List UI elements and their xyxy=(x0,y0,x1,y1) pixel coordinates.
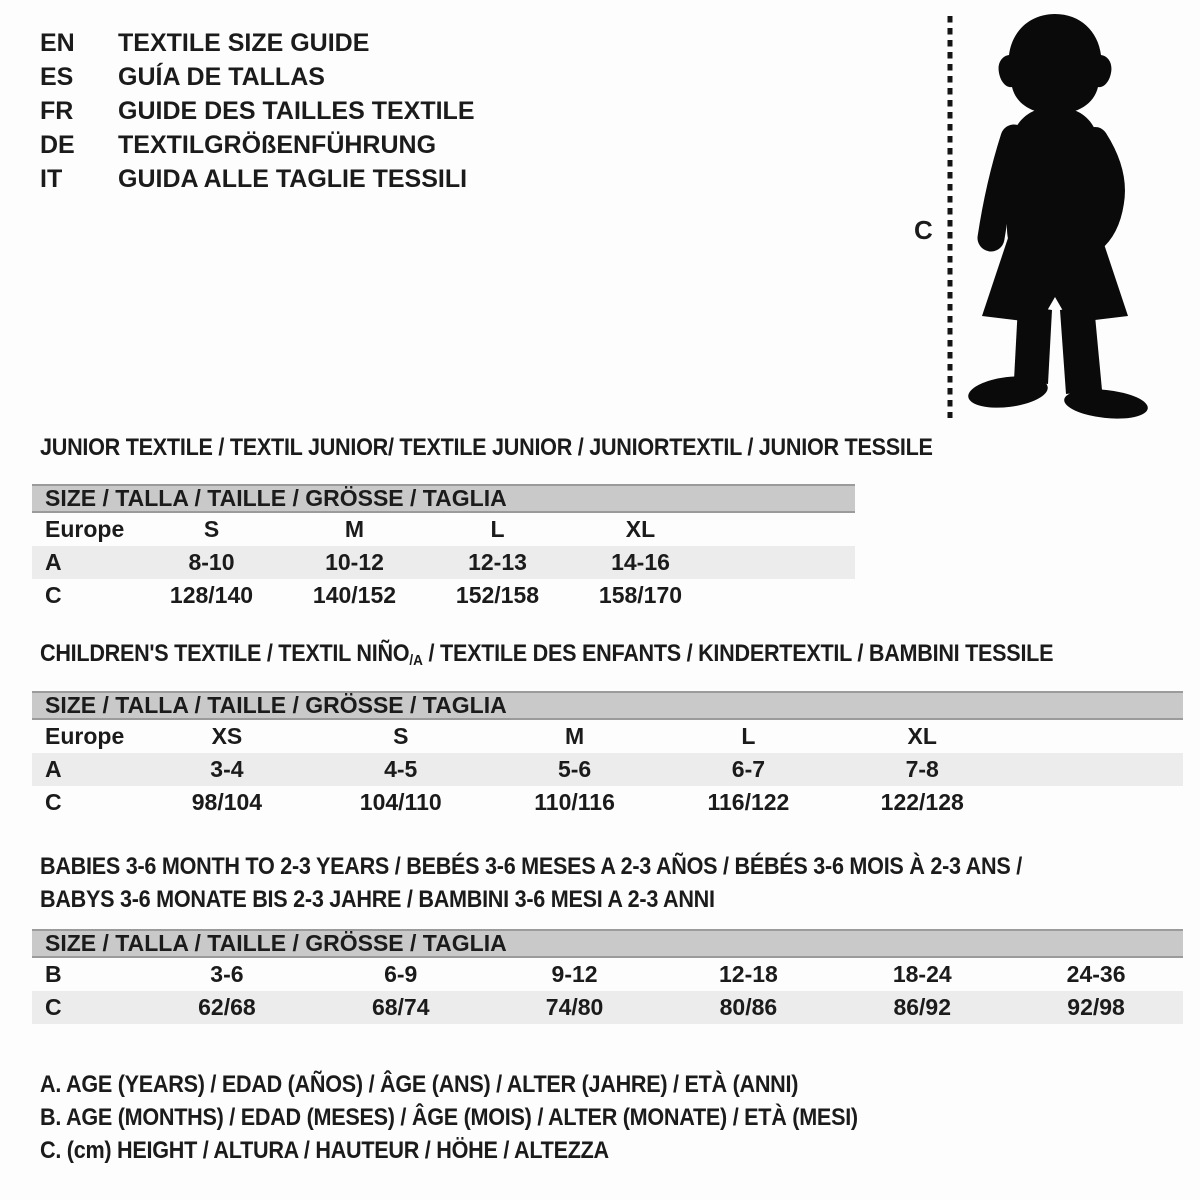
babies-row-height: C 62/68 68/74 74/80 80/86 86/92 92/98 xyxy=(32,991,1183,1024)
junior-height-l: 152/158 xyxy=(455,582,540,608)
legend-line-c: C. (cm) HEIGHT / ALTURA / HAUTEUR / HÖHE… xyxy=(40,1137,609,1164)
children-row-height-label: C xyxy=(45,789,62,815)
babies-row-height-label: C xyxy=(45,994,62,1020)
height-figure: C xyxy=(0,0,1200,430)
section-title-babies: BABIES 3-6 MONTH TO 2-3 YEARS / BEBÉS 3-… xyxy=(40,850,1131,916)
children-row-height: C 98/104 104/110 110/116 116/122 122/128 xyxy=(32,786,1183,819)
children-age-l: 6-7 xyxy=(731,756,766,782)
babies-size-header-text: SIZE / TALLA / TAILLE / GRÖSSE / TAGLIA xyxy=(45,930,507,956)
children-row-age-label: A xyxy=(45,756,62,782)
junior-size-table: SIZE / TALLA / TAILLE / GRÖSSE / TAGLIA … xyxy=(32,484,855,612)
section-title-children: CHILDREN'S TEXTILE / TEXTIL NIÑO/A / TEX… xyxy=(40,640,1166,669)
children-height-s: 104/110 xyxy=(359,789,442,815)
guide-title-de: TEXTILGRÖßENFÜHRUNG xyxy=(118,130,437,159)
children-height-l: 116/122 xyxy=(707,789,790,815)
junior-row-age-label: A xyxy=(45,549,62,575)
children-height-xl: 122/128 xyxy=(880,789,964,815)
guide-title-en: TEXTILE SIZE GUIDE xyxy=(118,28,370,57)
children-age-m: 5-6 xyxy=(557,756,592,782)
language-code-fr: FR xyxy=(40,96,74,125)
language-code-it: IT xyxy=(40,164,63,193)
junior-col-s: S xyxy=(203,516,220,542)
legend-line-b: B. AGE (MONTHS) / EDAD (MESES) / ÂGE (MO… xyxy=(40,1104,858,1131)
babies-months-3: 9-12 xyxy=(551,961,598,987)
junior-row-height-label: C xyxy=(45,582,62,608)
language-row-fr: FR GUIDE DES TAILLES TEXTILE xyxy=(40,94,475,128)
language-row-de: DE TEXTILGRÖßENFÜHRUNG xyxy=(40,128,475,162)
junior-col-m: M xyxy=(344,516,365,542)
toddler-silhouette-icon xyxy=(968,14,1148,419)
language-row-es: ES GUÍA DE TALLAS xyxy=(40,60,475,94)
babies-months-4: 12-18 xyxy=(718,961,778,987)
language-row-it: IT GUIDA ALLE TAGLIE TESSILI xyxy=(40,162,475,196)
babies-title-line2: BABYS 3-6 MONATE BIS 2-3 JAHRE / BAMBINI… xyxy=(40,886,715,913)
height-measure-label: C xyxy=(914,215,933,245)
section-title-children-text: CHILDREN'S TEXTILE / TEXTIL NIÑO/A / TEX… xyxy=(40,640,1054,669)
babies-height-3: 74/80 xyxy=(545,994,604,1020)
junior-column-header-row: Europe S M L XL xyxy=(32,513,855,546)
children-col-m: M xyxy=(564,723,585,749)
babies-months-1: 3-6 xyxy=(210,961,244,987)
junior-row-height: C 128/140 140/152 152/158 158/170 xyxy=(32,579,855,612)
babies-height-4: 80/86 xyxy=(719,994,778,1020)
children-title-tail: / TEXTILE DES ENFANTS / KINDERTEXTIL / B… xyxy=(422,640,1054,667)
junior-height-m: 140/152 xyxy=(312,582,397,608)
junior-age-xl: 14-16 xyxy=(611,549,670,575)
children-title-main: CHILDREN'S TEXTILE / TEXTIL NIÑO xyxy=(40,640,410,667)
guide-title-fr: GUIDE DES TAILLES TEXTILE xyxy=(118,96,475,125)
children-col-s: S xyxy=(393,723,409,749)
babies-height-2: 68/74 xyxy=(371,994,430,1020)
babies-height-1: 62/68 xyxy=(198,994,256,1020)
legend-line-a: A. AGE (YEARS) / EDAD (AÑOS) / ÂGE (ANS)… xyxy=(40,1071,799,1098)
babies-height-6: 92/98 xyxy=(1067,994,1125,1020)
junior-size-header-text: SIZE / TALLA / TAILLE / GRÖSSE / TAGLIA xyxy=(45,485,507,511)
junior-height-s: 128/140 xyxy=(169,582,254,608)
children-col-l: L xyxy=(741,723,756,749)
children-height-xs: 98/104 xyxy=(191,789,263,815)
language-code-de: DE xyxy=(40,130,75,159)
section-title-junior-text: JUNIOR TEXTILE / TEXTIL JUNIOR/ TEXTILE … xyxy=(40,434,933,461)
children-size-header-text: SIZE / TALLA / TAILLE / GRÖSSE / TAGLIA xyxy=(45,692,507,718)
children-col-xl: XL xyxy=(907,723,937,749)
guide-title-it: GUIDA ALLE TAGLIE TESSILI xyxy=(118,164,468,193)
language-code-es: ES xyxy=(40,62,74,91)
junior-col-l: L xyxy=(490,516,505,542)
junior-row-age: A 8-10 10-12 12-13 14-16 xyxy=(32,546,855,579)
junior-age-s: 8-10 xyxy=(188,549,235,575)
babies-size-table: SIZE / TALLA / TAILLE / GRÖSSE / TAGLIA … xyxy=(32,929,1183,1024)
children-size-header-bar: SIZE / TALLA / TAILLE / GRÖSSE / TAGLIA xyxy=(32,691,1183,720)
junior-age-l: 12-13 xyxy=(468,549,527,575)
children-age-s: 4-5 xyxy=(384,756,418,782)
children-column-header-row: Europe XS S M L XL xyxy=(32,720,1183,753)
babies-title-line1: BABIES 3-6 MONTH TO 2-3 YEARS / BEBÉS 3-… xyxy=(40,853,1022,880)
children-age-xl: 7-8 xyxy=(905,756,939,782)
babies-months-2: 6-9 xyxy=(384,961,418,987)
junior-col-xl: XL xyxy=(625,516,656,542)
junior-size-header-bar: SIZE / TALLA / TAILLE / GRÖSSE / TAGLIA xyxy=(32,484,855,513)
language-code-en: EN xyxy=(40,28,75,57)
children-col-xs: XS xyxy=(211,723,243,749)
height-dashed-line-icon xyxy=(947,16,953,418)
children-size-table: SIZE / TALLA / TAILLE / GRÖSSE / TAGLIA … xyxy=(32,691,1183,819)
babies-months-6: 24-36 xyxy=(1066,961,1126,987)
babies-row-months-label: B xyxy=(45,961,62,987)
children-row-age: A 3-4 4-5 5-6 6-7 7-8 xyxy=(32,753,1183,786)
children-title-sub: /A xyxy=(409,652,423,669)
section-title-junior: JUNIOR TEXTILE / TEXTIL JUNIOR/ TEXTILE … xyxy=(40,434,1032,462)
children-age-xs: 3-4 xyxy=(210,756,244,782)
junior-height-xl: 158/170 xyxy=(598,582,683,608)
babies-height-5: 86/92 xyxy=(893,994,952,1020)
guide-title-es: GUÍA DE TALLAS xyxy=(118,62,325,91)
language-row-en: EN TEXTILE SIZE GUIDE xyxy=(40,26,475,60)
babies-months-5: 18-24 xyxy=(892,961,952,987)
babies-size-header-bar: SIZE / TALLA / TAILLE / GRÖSSE / TAGLIA xyxy=(32,929,1183,958)
junior-age-m: 10-12 xyxy=(325,549,384,575)
children-height-m: 110/116 xyxy=(534,789,615,815)
legend: A. AGE (YEARS) / EDAD (AÑOS) / ÂGE (ANS)… xyxy=(40,1068,949,1167)
junior-region-label: Europe xyxy=(45,516,125,542)
babies-row-months: B 3-6 6-9 9-12 12-18 18-24 24-36 xyxy=(32,958,1183,991)
children-region-label: Europe xyxy=(45,723,125,749)
language-title-list: EN TEXTILE SIZE GUIDE ES GUÍA DE TALLAS … xyxy=(40,26,475,196)
